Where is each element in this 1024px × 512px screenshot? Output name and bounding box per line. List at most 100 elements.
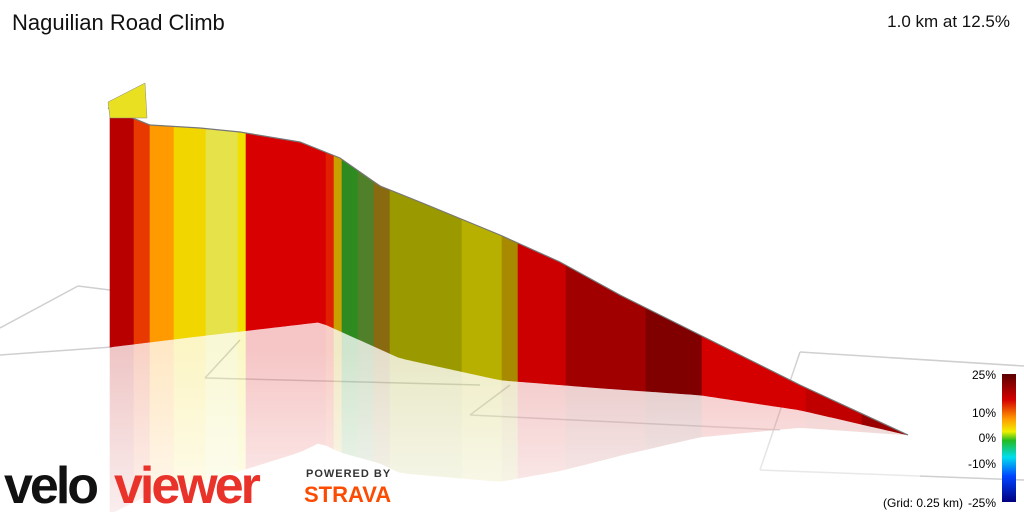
ribbon-strip xyxy=(477,225,487,378)
ribbon-curl xyxy=(107,82,148,119)
legend-label: -25% xyxy=(968,496,996,510)
ribbon-strip xyxy=(581,273,591,388)
ribbon-strip xyxy=(501,235,511,382)
ribbon-strip xyxy=(301,142,311,325)
ribbon-strip xyxy=(221,129,231,334)
ribbon-strip xyxy=(165,125,175,341)
ribbon-strip xyxy=(349,164,359,340)
ribbon-strip xyxy=(317,148,327,326)
ribbon-strip xyxy=(117,111,127,347)
ribbon-strip xyxy=(717,343,727,400)
ribbon-strip xyxy=(125,114,135,346)
ribbon-strip xyxy=(461,218,471,374)
ribbon-strip xyxy=(597,282,607,389)
legend-label: 10% xyxy=(972,406,996,420)
ribbon-strip xyxy=(197,127,207,337)
ribbon-strip xyxy=(653,311,663,393)
ribbon-strip xyxy=(157,125,167,342)
ribbon-strip xyxy=(445,212,455,371)
gradient-legend: 25% 10% 0% -10% (Grid: 0.25 km) -25% xyxy=(883,368,1016,510)
powered-by: POWERED BY xyxy=(306,468,391,480)
ribbon-strip xyxy=(269,136,279,329)
ribbon-strip xyxy=(621,295,631,391)
ribbon-strip xyxy=(493,232,503,381)
ribbon-strip xyxy=(325,151,335,329)
ribbon-strip xyxy=(133,118,143,345)
ribbon-strip xyxy=(261,135,271,330)
ribbon-strip xyxy=(533,249,543,384)
climb-title: Naguilian Road Climb xyxy=(12,10,225,35)
ribbon-strip xyxy=(757,363,767,406)
ribbon-strip xyxy=(413,199,423,364)
ribbon-strip xyxy=(741,355,751,403)
strava-logo: POWERED BY STRAVA xyxy=(304,468,391,507)
ribbon-strip xyxy=(685,327,695,395)
ribbon-strip xyxy=(637,303,647,392)
ribbon-strip xyxy=(605,286,615,390)
ribbon-strip xyxy=(709,339,719,399)
ribbon-strip xyxy=(549,257,559,385)
legend-label: 0% xyxy=(979,431,997,445)
profile-ribbon xyxy=(107,107,909,436)
ribbon-strip xyxy=(789,379,799,411)
ribbon-strip xyxy=(765,367,775,407)
ribbon-strip xyxy=(429,205,439,367)
ribbon-strip xyxy=(309,145,319,324)
legend-bar xyxy=(1002,374,1016,502)
legend-label: -10% xyxy=(968,457,996,471)
ribbon-strip xyxy=(229,130,239,333)
ribbon-strip xyxy=(381,186,391,354)
ribbon-strip xyxy=(181,126,191,339)
ribbon-strip xyxy=(749,359,759,405)
ribbon-strip xyxy=(509,239,519,382)
veloviewer-logo: velo viewer xyxy=(4,457,264,512)
ribbon-strip xyxy=(701,335,711,397)
ribbon-strip xyxy=(773,371,783,408)
ribbon-strip xyxy=(517,242,527,383)
ribbon-strip xyxy=(669,319,679,394)
grid-note: (Grid: 0.25 km) xyxy=(883,496,963,510)
ribbon-strip xyxy=(277,137,287,328)
ribbon-strip xyxy=(333,155,343,333)
ribbon-strip xyxy=(453,215,463,373)
ribbon-strip xyxy=(629,299,639,391)
ribbon-strip xyxy=(661,315,671,394)
ribbon-strip xyxy=(341,158,351,336)
logo-viewer: viewer xyxy=(114,457,261,512)
ribbon-strip xyxy=(397,192,407,360)
ribbon-strip xyxy=(565,264,575,387)
ribbon-strip xyxy=(253,133,263,331)
ribbon-strip xyxy=(173,126,183,340)
ribbon-strip xyxy=(149,124,159,343)
ribbon-strip xyxy=(373,181,383,351)
ribbon-strip xyxy=(357,170,367,344)
logo-velo: velo xyxy=(4,457,97,512)
ribbon-strip xyxy=(213,129,223,335)
ribbon-strip xyxy=(573,269,583,387)
ribbon-strip xyxy=(389,189,399,358)
ribbon-strip xyxy=(109,108,119,348)
ribbon-strip xyxy=(613,291,623,390)
ribbon-strip xyxy=(797,383,807,412)
strava: STRAVA xyxy=(304,482,391,507)
ribbon-strip xyxy=(405,195,415,362)
ribbon-strip xyxy=(557,260,567,386)
ribbon-strip xyxy=(365,175,375,347)
ribbon-strip xyxy=(469,222,479,376)
ribbon-strip xyxy=(525,246,535,384)
ribbon-strip xyxy=(205,128,215,336)
ribbon-strip xyxy=(805,387,815,414)
legend-label: 25% xyxy=(972,368,996,382)
ribbon-strip xyxy=(437,208,447,369)
ribbon-strip xyxy=(285,139,295,327)
ribbon-strip xyxy=(485,228,495,380)
climb-summary: 1.0 km at 12.5% xyxy=(887,12,1010,31)
ribbon-strip xyxy=(645,307,655,393)
ribbon-strip xyxy=(725,347,735,401)
ribbon-strip xyxy=(141,121,151,344)
ribbon-strip xyxy=(541,253,551,385)
ribbon-strip xyxy=(677,323,687,395)
ribbon-strip xyxy=(589,277,599,389)
